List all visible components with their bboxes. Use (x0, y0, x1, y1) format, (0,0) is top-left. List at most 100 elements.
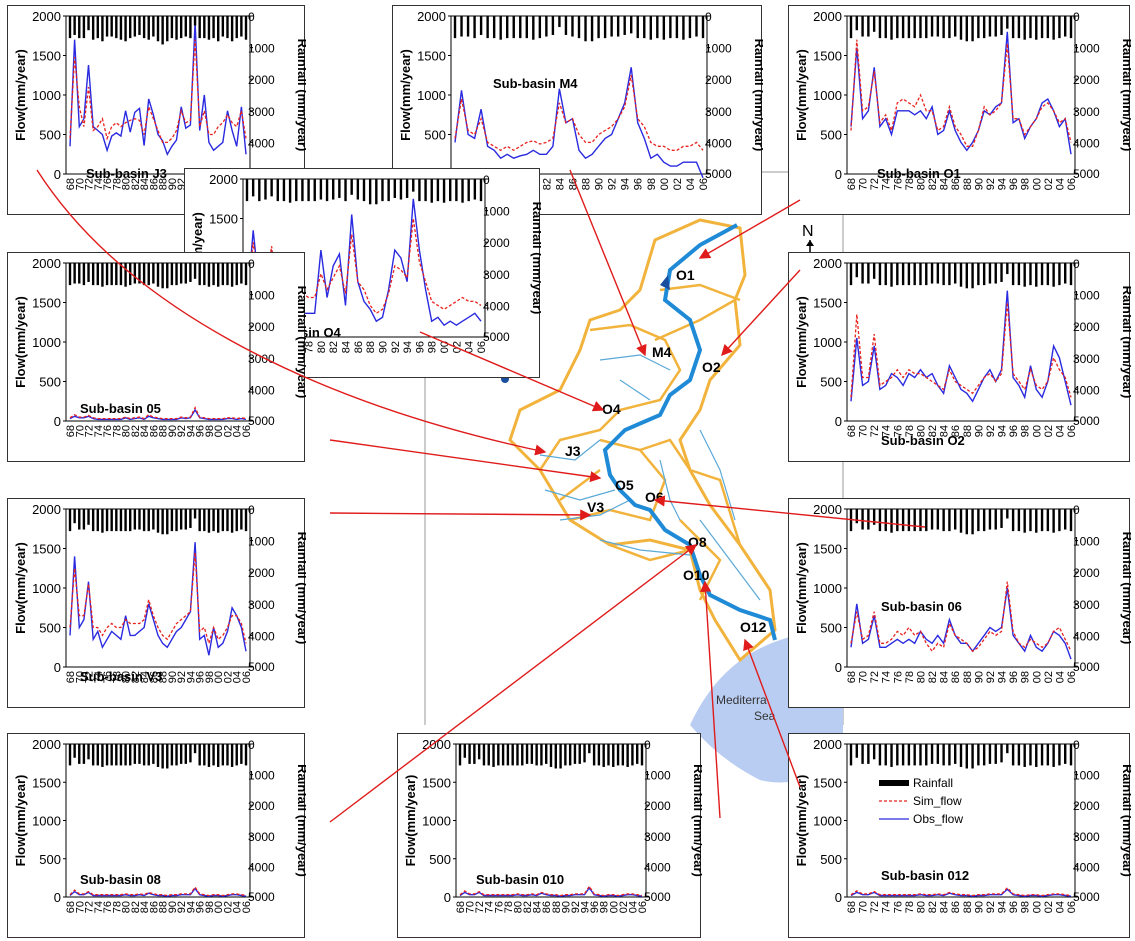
flow-tick-label: 1000 (417, 88, 446, 103)
flow-tick-label: 1500 (813, 775, 842, 790)
flow-tick-label: 1500 (209, 212, 238, 227)
rainfall-bar (701, 16, 705, 39)
rainfall-bar (994, 509, 997, 530)
rainfall-bar (959, 744, 963, 767)
year-tick-label: 96 (195, 671, 207, 683)
year-tick-label: 76 (892, 178, 904, 190)
rainfall-bar (506, 16, 509, 39)
year-tick-label: 04 (627, 901, 639, 913)
year-tick-label: 88 (962, 671, 974, 683)
rainfall-bar (656, 16, 659, 39)
flow-tick-label: 500 (39, 128, 61, 143)
rainfall-bar (1000, 16, 1003, 35)
rainfall-bar (170, 509, 174, 532)
rainfall-bar (460, 16, 463, 37)
year-tick-label: 94 (185, 671, 197, 683)
rainfall-bar (948, 263, 951, 286)
flow-tick-label: 1000 (813, 88, 842, 103)
rain-tick-label: 0 (705, 10, 712, 24)
rainfall-bar (849, 16, 853, 39)
rainfall-bar (138, 263, 141, 284)
chart-title: Sub-basin M4 (493, 76, 578, 91)
rainfall-bar (884, 263, 887, 286)
flow-tick-label: 1500 (32, 49, 61, 64)
rainfall-bar (878, 263, 882, 286)
rainfall-bar (350, 179, 353, 195)
rainfall-bar (110, 744, 113, 766)
rainfall-bar (925, 509, 928, 532)
rainfall-bar (1029, 744, 1032, 766)
year-tick-label: 72 (869, 671, 881, 683)
chart-title: Sub-basin 06 (881, 599, 962, 614)
rainfall-bar (399, 179, 403, 200)
rainfall-bar (497, 744, 500, 766)
rainfall-bar (133, 16, 137, 37)
rainfall-bar (1069, 744, 1073, 766)
flow-axis-title: Flow(mm/year) (398, 49, 413, 141)
rainfall-bar (110, 263, 113, 286)
rain-tick-label: 0 (1073, 10, 1080, 24)
rainfall-bar (896, 263, 899, 286)
rainfall-bar (133, 263, 137, 284)
rainfall-bar (482, 744, 486, 766)
year-tick-label: 06 (1066, 178, 1078, 190)
rainfall-bar (1069, 16, 1073, 39)
rainfall-bar (170, 263, 174, 286)
year-tick-label: 96 (589, 901, 601, 913)
year-tick-label: 72 (869, 901, 881, 913)
rainfall-bar (468, 744, 471, 764)
rainfall-bar (203, 263, 206, 286)
rain-tick-label: 0 (1073, 738, 1080, 752)
year-tick-label: 80 (915, 901, 927, 913)
flow-tick-label: 1500 (813, 542, 842, 557)
rainfall-bar (942, 509, 945, 532)
year-tick-label: 96 (1008, 178, 1020, 190)
rainfall-bar (288, 179, 292, 203)
year-tick-label: 92 (985, 901, 997, 913)
rain-tick-label: 4000 (483, 299, 510, 313)
year-tick-label: 88 (581, 178, 593, 190)
rainfall-bar (573, 744, 577, 764)
rainfall-bar (96, 16, 99, 39)
rainfall-bar (156, 16, 160, 42)
rainfall-bar (867, 263, 870, 284)
rainfall-bar (133, 509, 137, 530)
rainfall-bar (96, 263, 99, 286)
rainfall-bar (226, 263, 229, 286)
flow-axis-title: Flow(mm/year) (794, 296, 809, 388)
rainfall-bar (577, 16, 581, 39)
flow-tick-label: 500 (39, 852, 61, 867)
rainfall-bar (896, 16, 899, 39)
sim-flow-line (459, 885, 643, 897)
rainfall-bar (616, 16, 620, 37)
flow-tick-label: 0 (835, 414, 842, 429)
rainfall-bar (1064, 16, 1067, 37)
rain-tick-label: 2000 (644, 799, 671, 813)
year-tick-label: 80 (915, 671, 927, 683)
year-tick-label: 98 (204, 901, 216, 913)
rainfall-bar (616, 744, 620, 766)
year-tick-label: 92 (570, 901, 582, 913)
year-tick-label: 80 (915, 425, 927, 437)
rainfall-bar (583, 744, 586, 763)
rainfall-bar (959, 263, 963, 287)
rainfall-bar (207, 263, 211, 287)
year-tick-label: 04 (1054, 425, 1066, 437)
year-tick-label: 68 (846, 671, 858, 683)
year-tick-label: 06 (241, 671, 253, 683)
rain-tick-label: 1000 (1073, 535, 1100, 549)
rainfall-bar (217, 263, 220, 287)
rainfall-bar (623, 16, 626, 35)
rain-tick-label: 3000 (1073, 598, 1100, 612)
rain-tick-label: 5000 (1073, 414, 1100, 428)
rainfall-bar (147, 16, 150, 40)
rainfall-bar (597, 744, 601, 766)
chart-panel-08: 0 500 1000 1500 2000 0 1000 2000 3000 4000 5000 68 7… (7, 733, 306, 938)
rainfall-bar (930, 509, 934, 530)
year-tick-label: 82 (927, 901, 939, 913)
year-tick-label: 92 (176, 671, 188, 683)
rainfall-bar (203, 16, 206, 39)
year-tick-label: 04 (464, 341, 476, 353)
rainfall-bar (1069, 263, 1073, 286)
year-tick-label: 96 (195, 901, 207, 913)
